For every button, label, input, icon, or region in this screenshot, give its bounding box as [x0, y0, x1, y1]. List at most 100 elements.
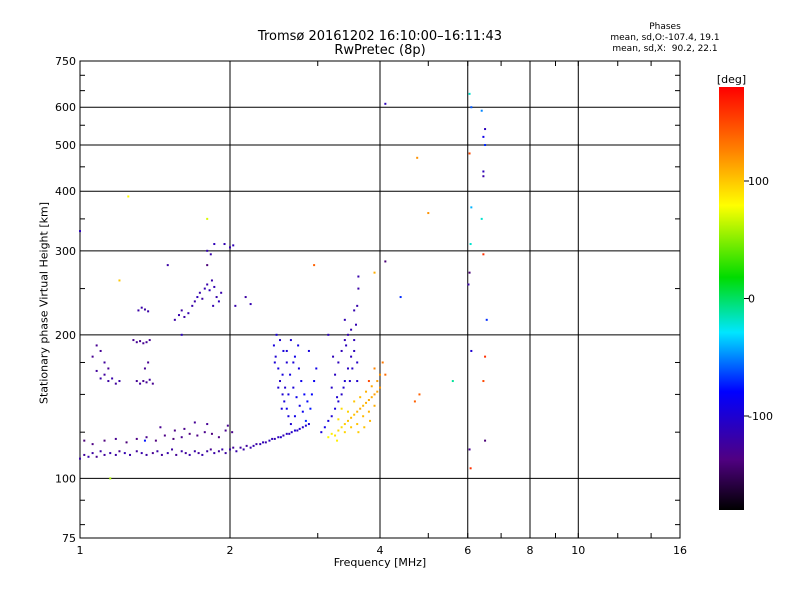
data-point [272, 344, 275, 347]
data-point [91, 443, 94, 446]
data-point [468, 271, 471, 274]
x-tick-label: 4 [377, 544, 384, 557]
x-tick-label: 1 [77, 544, 84, 557]
data-point [196, 296, 199, 299]
data-point [384, 102, 387, 105]
data-point [232, 446, 235, 449]
data-point [197, 452, 200, 455]
data-point [281, 373, 284, 376]
data-point [83, 453, 86, 456]
data-point [289, 423, 292, 426]
x-tick-label: 16 [673, 544, 687, 557]
data-point [193, 421, 196, 424]
data-point [125, 441, 128, 444]
data-point [350, 416, 353, 419]
data-point [469, 467, 472, 470]
data-point [232, 244, 235, 247]
data-point [306, 400, 309, 403]
data-point [210, 279, 213, 282]
data-point [132, 339, 135, 342]
data-point [193, 450, 196, 453]
data-point [482, 135, 485, 138]
data-point [353, 413, 356, 416]
data-point [381, 361, 384, 364]
data-point [198, 291, 201, 294]
data-point [315, 367, 318, 370]
data-point [470, 349, 473, 352]
data-point [467, 283, 470, 286]
data-point [362, 404, 365, 407]
data-point [343, 423, 346, 426]
data-point [284, 386, 287, 389]
data-point [103, 453, 106, 456]
data-point [103, 373, 106, 376]
data-point [350, 355, 353, 358]
data-point [180, 309, 183, 312]
data-point [334, 434, 337, 437]
data-point [255, 443, 258, 446]
data-point [206, 423, 209, 426]
data-point [384, 260, 387, 263]
data-point [336, 396, 339, 399]
data-point [336, 439, 339, 442]
data-point [346, 333, 349, 336]
data-point [337, 400, 340, 403]
data-point [145, 381, 148, 384]
data-point [356, 410, 359, 413]
chart-title-line2: RwPretec (8p) [334, 43, 426, 58]
data-point [363, 426, 366, 429]
data-point [196, 434, 199, 437]
data-point [142, 380, 145, 383]
data-point [151, 382, 154, 385]
data-point [224, 429, 227, 432]
data-point [484, 439, 487, 442]
data-point [154, 439, 157, 442]
data-point [139, 382, 142, 385]
data-point [346, 367, 349, 370]
data-point [346, 410, 349, 413]
data-point [148, 339, 151, 342]
data-point [220, 291, 223, 294]
y-tick-label: 600 [55, 101, 76, 114]
data-point [172, 437, 175, 440]
data-point [303, 393, 306, 396]
data-point [285, 349, 288, 352]
data-point [300, 380, 303, 383]
data-point [135, 450, 138, 453]
data-point [99, 450, 102, 453]
data-point [135, 437, 138, 440]
data-point [320, 431, 323, 434]
phase-heading: Phases [649, 22, 681, 32]
data-point [245, 444, 248, 447]
data-point [127, 195, 130, 198]
data-point [330, 432, 333, 435]
data-point [221, 448, 224, 451]
data-point [283, 400, 286, 403]
data-point [280, 407, 283, 410]
data-point [209, 253, 212, 256]
data-point [282, 434, 285, 437]
data-point [292, 361, 295, 364]
data-point [175, 453, 178, 456]
data-point [297, 344, 300, 347]
data-point [259, 443, 262, 446]
data-point [140, 452, 143, 455]
data-point [129, 453, 132, 456]
data-point [212, 304, 215, 307]
data-point [469, 243, 472, 246]
data-point [357, 275, 360, 278]
data-point [229, 246, 231, 249]
data-point [160, 453, 163, 456]
data-point [206, 283, 209, 286]
data-point [357, 431, 360, 434]
x-axis-label: Frequency [MHz] [333, 556, 427, 569]
data-point [143, 308, 146, 311]
data-point [480, 109, 483, 112]
x-tick-label: 10 [571, 544, 585, 557]
data-point [118, 380, 121, 383]
data-point [296, 429, 299, 432]
data-point [107, 380, 110, 383]
data-point [354, 323, 357, 326]
y-tick-label: 500 [55, 139, 76, 152]
data-point [379, 386, 381, 389]
